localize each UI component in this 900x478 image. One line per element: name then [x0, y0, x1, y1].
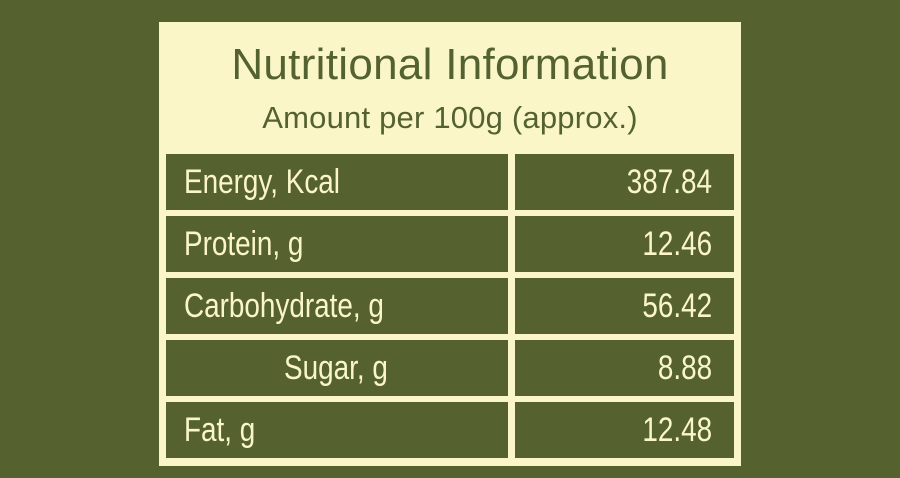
- row-label: Energy, Kcal: [184, 163, 341, 201]
- nutrition-subtitle: Amount per 100g (approx.): [262, 100, 638, 135]
- table-row-sugar: Sugar, g 8.88: [166, 340, 734, 396]
- value-cell: 12.48: [515, 402, 734, 458]
- row-value: 12.46: [642, 225, 712, 263]
- row-value: 56.42: [642, 287, 712, 325]
- nutrition-panel: Nutritional Information Amount per 100g …: [159, 22, 741, 466]
- row-value: 387.84: [626, 163, 712, 201]
- label-cell: Sugar, g: [166, 340, 508, 396]
- row-value: 8.88: [657, 349, 712, 387]
- label-cell: Fat, g: [166, 402, 508, 458]
- row-label: Sugar, g: [284, 349, 388, 387]
- value-cell: 56.42: [515, 278, 734, 334]
- row-label: Protein, g: [184, 225, 304, 263]
- row-label: Carbohydrate, g: [184, 287, 384, 325]
- table-row-energy: Energy, Kcal 387.84: [166, 154, 734, 210]
- row-value: 12.48: [642, 411, 712, 449]
- nutrition-header: Nutritional Information Amount per 100g …: [159, 22, 741, 154]
- table-row-carbohydrate: Carbohydrate, g 56.42: [166, 278, 734, 334]
- label-cell: Protein, g: [166, 216, 508, 272]
- value-cell: 387.84: [515, 154, 734, 210]
- value-cell: 12.46: [515, 216, 734, 272]
- row-label: Fat, g: [184, 411, 256, 449]
- nutrition-table: Energy, Kcal 387.84 Protein, g 12.46 Car…: [166, 154, 734, 459]
- table-row-fat: Fat, g 12.48: [166, 402, 734, 458]
- label-cell: Energy, Kcal: [166, 154, 508, 210]
- table-row-protein: Protein, g 12.46: [166, 216, 734, 272]
- nutrition-title: Nutritional Information: [231, 40, 669, 89]
- value-cell: 8.88: [515, 340, 734, 396]
- label-cell: Carbohydrate, g: [166, 278, 508, 334]
